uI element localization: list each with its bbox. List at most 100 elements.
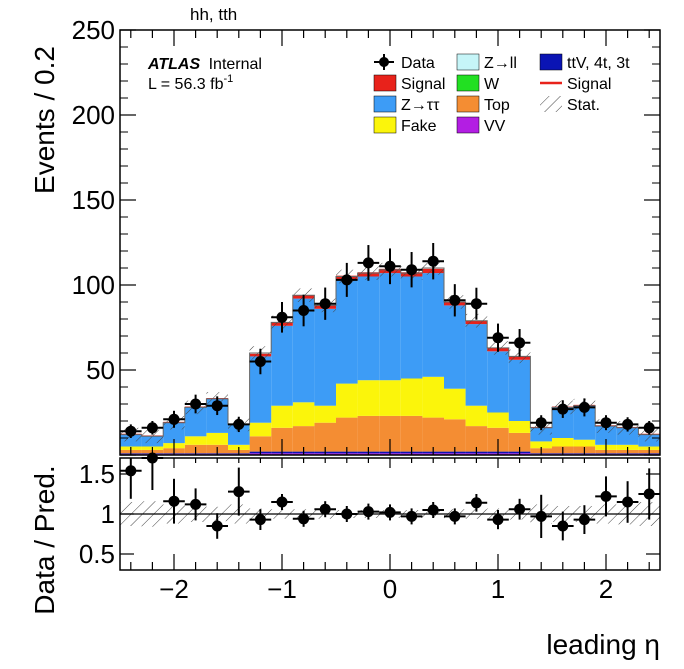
- stack-bar: [444, 419, 466, 452]
- ratio-point: [168, 495, 180, 507]
- data-point: [578, 401, 590, 413]
- stack-bar: [400, 378, 423, 416]
- data-point: [341, 274, 353, 286]
- atlas-brand: ATLAS: [147, 56, 200, 73]
- lumi-exponent: -1: [223, 73, 233, 85]
- stack-bar: [379, 380, 401, 416]
- legend-entry: Z→ττ: [373, 95, 440, 114]
- x-axis-label: leading η: [546, 629, 660, 660]
- stack-bar: [487, 412, 509, 428]
- ratio-point: [190, 498, 202, 510]
- legend-label: VV: [484, 118, 506, 135]
- ratio-point: [557, 520, 569, 532]
- legend-swatch: [373, 95, 397, 113]
- legend-swatch: [456, 95, 480, 113]
- stack-bar: [530, 441, 552, 449]
- chart-title: hh, tth: [190, 5, 237, 24]
- data-point: [146, 422, 158, 434]
- stack-bar: [271, 325, 293, 406]
- ratio-point: [211, 520, 223, 532]
- stack-bar: [422, 417, 444, 452]
- legend-entry: Stat.: [540, 96, 600, 114]
- legend-swatch: [373, 74, 397, 92]
- lumi-text: L = 56.3 fb: [148, 76, 224, 93]
- x-tick-label: 1: [491, 574, 505, 604]
- legend-label: Fake: [401, 118, 437, 135]
- data-point: [600, 417, 612, 429]
- ratio-point: [254, 514, 266, 526]
- x-tick-label: −1: [267, 574, 297, 604]
- legend-label: Z→ll: [484, 55, 517, 72]
- legend-label: Data: [401, 55, 435, 72]
- ratio-y-tick-label: 1: [101, 499, 115, 529]
- stack-bar: [336, 417, 358, 452]
- data-point: [125, 425, 137, 437]
- legend-label: Top: [484, 97, 510, 114]
- stack-bar: [336, 279, 358, 384]
- stack-bar: [184, 407, 207, 437]
- stack-bar: [336, 383, 358, 418]
- legend-entry: Data: [374, 54, 435, 72]
- legend-swatch: [456, 53, 480, 71]
- stack-bar: [357, 276, 380, 381]
- ratio-y-tick-label: 0.5: [79, 539, 115, 569]
- legend: Data Z→ll ttV, 4t, 3t Signal W Signal Z→ττ Top S…: [373, 53, 630, 135]
- legend-entry: Fake: [373, 116, 437, 135]
- data-point: [319, 298, 331, 310]
- data-point: [168, 413, 180, 425]
- ratio-point: [449, 510, 461, 522]
- atlas-tag: Internal: [209, 56, 262, 73]
- legend-swatch: [539, 53, 563, 71]
- legend-entry: W: [456, 74, 500, 93]
- stack-bar: [379, 273, 401, 381]
- legend-data-marker: [379, 57, 389, 67]
- data-point: [233, 418, 245, 430]
- stack-bar: [444, 305, 466, 389]
- stack-bar: [184, 436, 207, 445]
- stack-bar: [508, 359, 531, 421]
- ratio-point: [578, 514, 590, 526]
- stack-bar: [357, 380, 380, 416]
- stack-bar: [465, 324, 488, 406]
- ratio-point: [233, 486, 245, 498]
- ratio-point: [319, 503, 331, 515]
- stack-bar: [249, 436, 272, 452]
- main-plot: 50 100 150 200 250: [72, 15, 661, 456]
- legend-swatch: [456, 116, 480, 134]
- y-tick-label: 200: [72, 100, 115, 130]
- stack-bar: [552, 438, 574, 447]
- stack-bar: [292, 426, 315, 452]
- data-point: [535, 417, 547, 429]
- data-point: [427, 255, 439, 267]
- data-point: [449, 294, 461, 306]
- legend-entry: Signal: [540, 76, 611, 93]
- data-point: [643, 422, 655, 434]
- stack-bar: [573, 405, 596, 440]
- y-tick-label: 250: [72, 15, 115, 45]
- y-tick-label: 100: [72, 270, 115, 300]
- ratio-point: [384, 506, 396, 518]
- legend-label: Signal: [567, 76, 611, 93]
- lumi-label: L = 56.3 fb-1: [148, 73, 233, 93]
- ratio-point: [535, 510, 547, 522]
- legend-entry: ttV, 4t, 3t: [539, 53, 630, 72]
- data-point: [254, 356, 266, 367]
- ratio-point: [514, 503, 526, 515]
- x-tick-label: −2: [159, 574, 189, 604]
- stack-bar: [552, 407, 574, 438]
- stack-bar: [271, 405, 293, 428]
- ratio-plot: 0.5 1 1.5 −2 −1 0 1 2: [79, 452, 661, 604]
- data-point: [514, 337, 526, 349]
- legend-entry: Top: [456, 95, 510, 114]
- stack-bar: [292, 298, 315, 403]
- data-point: [211, 400, 223, 412]
- stack-bar: [465, 426, 488, 452]
- stack-bar: [400, 276, 423, 379]
- data-point: [622, 418, 634, 430]
- data-point: [492, 332, 504, 344]
- legend-label: W: [484, 76, 500, 93]
- data-point: [190, 398, 202, 410]
- stack-bar: [573, 439, 596, 447]
- stack-bar: [400, 415, 423, 452]
- legend-label: ttV, 4t, 3t: [567, 55, 630, 72]
